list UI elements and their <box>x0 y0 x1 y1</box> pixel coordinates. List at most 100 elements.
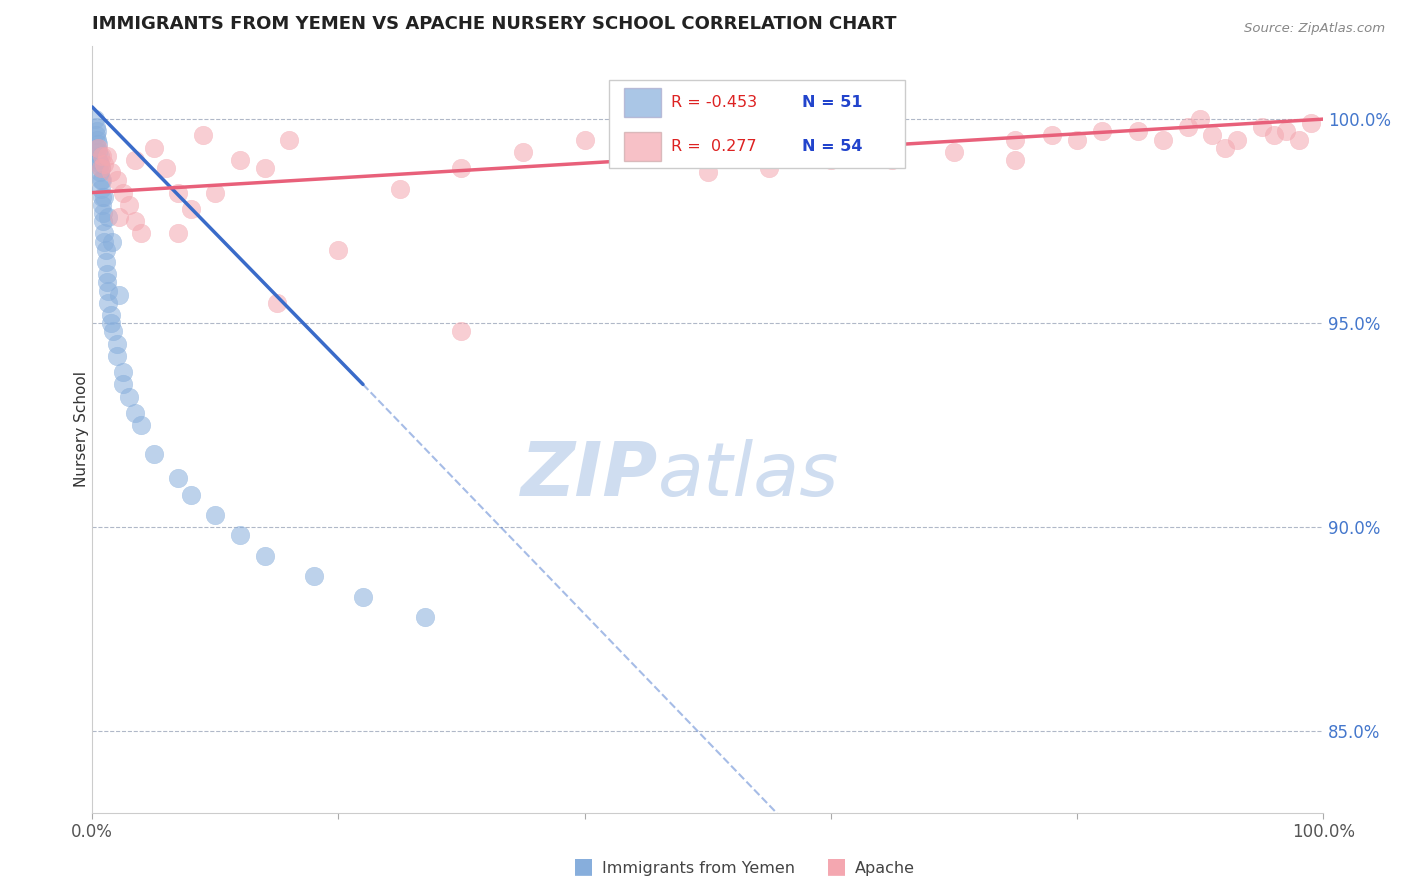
Point <box>108 210 131 224</box>
Text: N = 51: N = 51 <box>803 95 863 110</box>
Point <box>696 141 718 155</box>
Point <box>512 145 534 159</box>
Point <box>413 610 436 624</box>
Point <box>89 149 111 163</box>
Point <box>83 112 105 127</box>
Point <box>100 308 122 322</box>
Point <box>84 120 107 135</box>
Point <box>91 173 114 187</box>
Point <box>100 316 122 330</box>
Point <box>90 181 112 195</box>
Point <box>87 136 110 151</box>
Point <box>253 549 276 563</box>
Point <box>278 132 301 146</box>
Text: Source: ZipAtlas.com: Source: ZipAtlas.com <box>1244 22 1385 36</box>
Point <box>696 165 718 179</box>
Point <box>1128 124 1150 138</box>
Bar <box>624 87 661 117</box>
Point <box>180 202 202 216</box>
Point <box>229 153 252 167</box>
Text: ZIP: ZIP <box>522 439 658 512</box>
Point <box>266 295 288 310</box>
Point <box>118 390 141 404</box>
Point <box>1226 132 1249 146</box>
Point <box>1040 128 1063 143</box>
Point <box>1275 124 1298 138</box>
Point <box>180 487 202 501</box>
Point <box>1213 141 1236 155</box>
Point <box>100 165 122 179</box>
Point <box>105 336 128 351</box>
Text: IMMIGRANTS FROM YEMEN VS APACHE NURSERY SCHOOL CORRELATION CHART: IMMIGRANTS FROM YEMEN VS APACHE NURSERY … <box>93 15 897 33</box>
Point <box>89 157 111 171</box>
Point <box>90 161 112 175</box>
Point <box>94 243 117 257</box>
Point <box>1299 116 1322 130</box>
Point <box>105 173 128 187</box>
Point <box>1288 132 1310 146</box>
Point <box>111 186 134 200</box>
Point <box>1090 124 1112 138</box>
Point <box>167 471 190 485</box>
Point <box>87 145 110 159</box>
Point <box>142 447 165 461</box>
Point <box>450 324 472 338</box>
Bar <box>609 80 904 169</box>
Point <box>636 149 658 163</box>
Point <box>93 235 115 249</box>
Point <box>91 198 114 212</box>
Point <box>1066 132 1088 146</box>
Point <box>96 267 118 281</box>
Point <box>229 528 252 542</box>
Point <box>155 161 177 175</box>
Point <box>1152 132 1174 146</box>
Text: Apache: Apache <box>855 861 915 876</box>
Point <box>253 161 276 175</box>
Point <box>328 243 350 257</box>
Point <box>91 189 114 203</box>
Text: R =  0.277: R = 0.277 <box>671 139 756 153</box>
Point <box>87 153 110 167</box>
Point <box>86 124 108 138</box>
Point <box>167 227 190 241</box>
Text: atlas: atlas <box>658 440 839 511</box>
Point <box>108 287 131 301</box>
Point <box>91 149 114 163</box>
Point <box>124 214 146 228</box>
Point <box>91 214 114 228</box>
Point <box>124 406 146 420</box>
Point <box>93 227 115 241</box>
Point <box>942 145 965 159</box>
Point <box>574 132 596 146</box>
Point <box>1004 153 1026 167</box>
Point <box>84 128 107 143</box>
Point <box>204 186 226 200</box>
Point <box>87 141 110 155</box>
Point <box>450 161 472 175</box>
Point <box>124 153 146 167</box>
Point <box>101 235 124 249</box>
Point <box>97 295 120 310</box>
Point <box>97 284 120 298</box>
Point <box>1201 128 1223 143</box>
Text: N = 54: N = 54 <box>803 139 863 153</box>
Point <box>142 141 165 155</box>
Point <box>758 161 780 175</box>
Text: R = -0.453: R = -0.453 <box>671 95 756 110</box>
Text: ■: ■ <box>574 856 593 876</box>
Point <box>90 161 112 175</box>
Point <box>388 181 411 195</box>
Point <box>96 276 118 290</box>
Point <box>352 590 374 604</box>
Point <box>882 153 904 167</box>
Y-axis label: Nursery School: Nursery School <box>73 371 89 487</box>
Point <box>1004 132 1026 146</box>
Point <box>1177 120 1199 135</box>
Point <box>167 186 190 200</box>
Point <box>105 349 128 363</box>
Point <box>111 365 134 379</box>
Point <box>111 377 134 392</box>
Point <box>131 227 153 241</box>
Point <box>97 210 120 224</box>
Point <box>1189 112 1212 127</box>
